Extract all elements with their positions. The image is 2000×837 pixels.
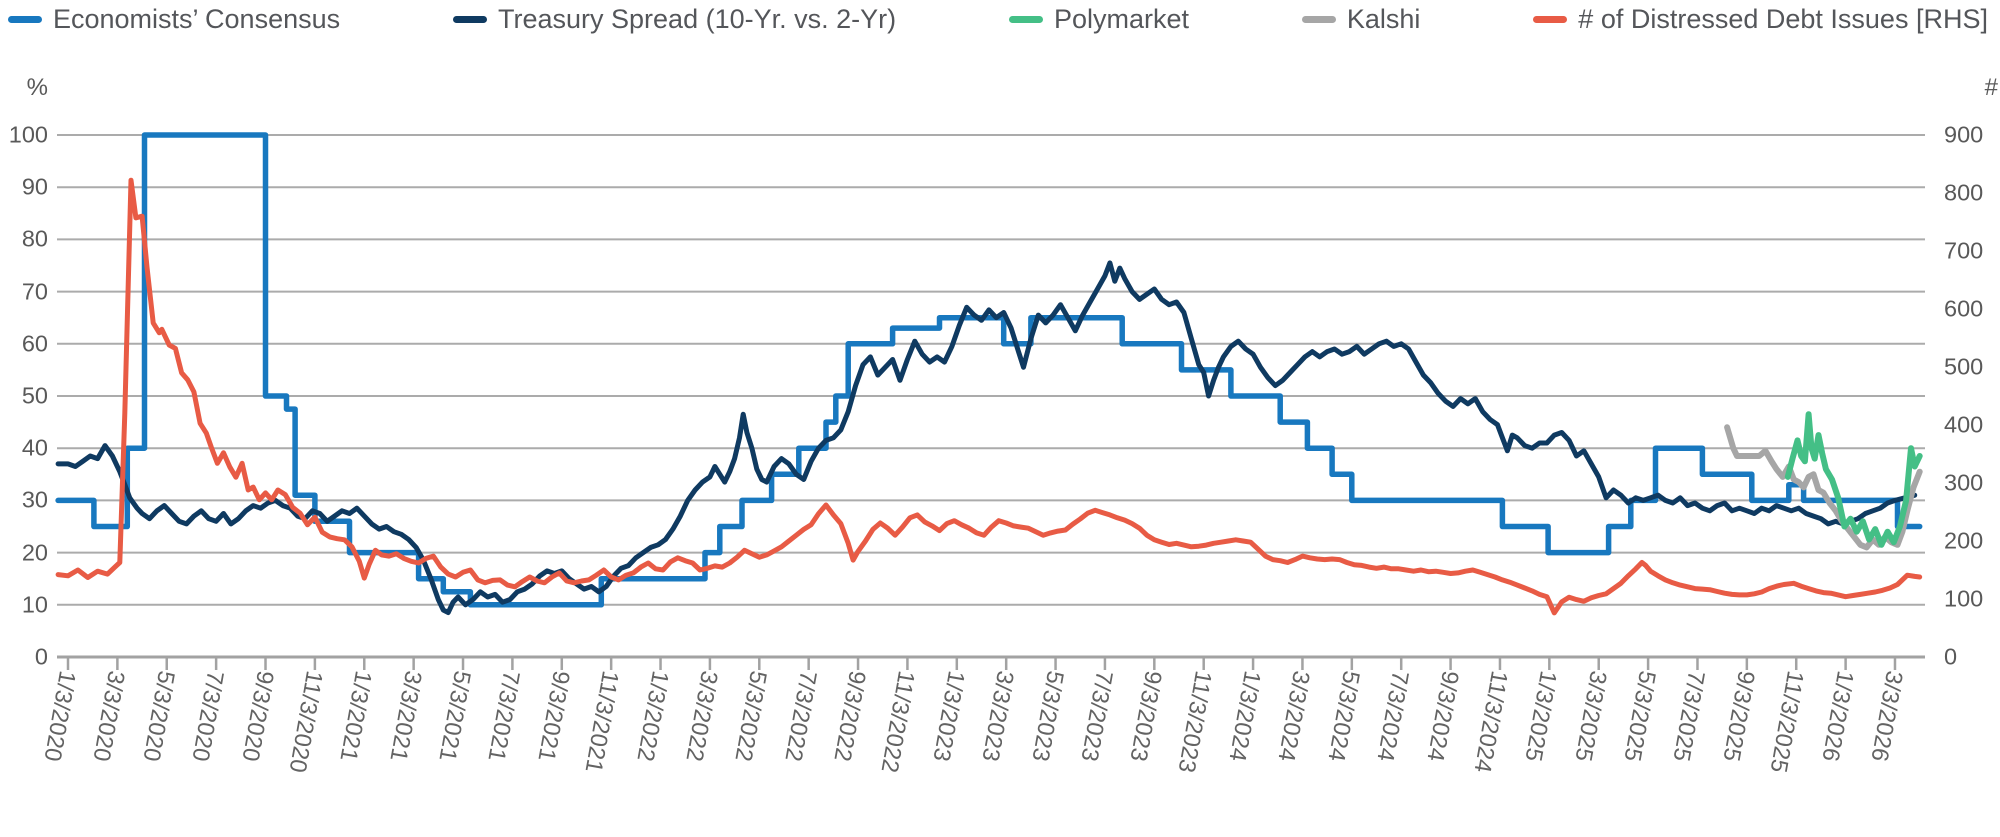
legend-label: # of Distressed Debt Issues [RHS] <box>1578 3 1988 34</box>
y-axis-tick-label-left: 30 <box>21 486 48 513</box>
legend-swatch-kalshi <box>1301 15 1336 23</box>
chart-legend: Economists’ Consensus Treasury Spread (10… <box>8 2 1988 36</box>
legend-label: Treasury Spread (10-Yr. vs. 2-Yr) <box>498 3 897 34</box>
y-axis-tick-label-right: 900 <box>1944 121 1984 148</box>
y-axis-tick-label-left: 20 <box>21 538 48 565</box>
y-axis-tick-label-right: 0 <box>1944 643 1958 670</box>
series-line-of-distressed-debt-issues-rhs <box>55 177 1923 616</box>
y-axis-tick-label-right: 500 <box>1944 353 1984 380</box>
series-line-treasury-spread-10-yr-vs-2-yr <box>55 260 1918 616</box>
legend-item-kalshi[interactable]: Kalshi <box>1301 3 1421 35</box>
left-axis-unit-label: % <box>26 74 48 101</box>
y-axis-tick-label-left: 60 <box>21 330 48 357</box>
legend-label: Economists’ Consensus <box>53 3 341 34</box>
y-axis-tick-label-left: 10 <box>21 591 48 618</box>
y-axis-tick-label-left: 100 <box>8 121 48 148</box>
y-axis-tick-label-right: 600 <box>1944 295 1984 322</box>
y-axis-tick-label-right: 300 <box>1944 469 1984 496</box>
legend-swatch-economists-consensus <box>8 15 42 23</box>
y-axis-tick-label-left: 80 <box>21 225 48 252</box>
y-axis-tick-label-left: 0 <box>34 643 48 670</box>
legend-item-of-distressed-debt-issues-rhs[interactable]: # of Distressed Debt Issues [RHS] <box>1533 4 1988 35</box>
series-line-polymarket <box>1784 411 1923 548</box>
y-axis-tick-label-left: 90 <box>21 173 48 200</box>
legend-swatch-of-distressed-debt-issues-rhs <box>1533 15 1568 23</box>
legend-swatch-polymarket <box>1008 15 1043 23</box>
legend-item-economists-consensus[interactable]: Economists’ Consensus <box>8 4 340 35</box>
y-axis-tick-label-left: 70 <box>21 277 48 304</box>
legend-swatch-treasury-spread-10-yr-vs-2-yr <box>453 15 487 23</box>
y-axis-tick-label-left: 50 <box>21 382 48 409</box>
series-line-economists-consensus <box>55 132 1923 608</box>
legend-label: Kalshi <box>1346 3 1421 34</box>
y-axis-tick-label-right: 100 <box>1944 585 1984 612</box>
legend-item-treasury-spread-10-yr-vs-2-yr[interactable]: Treasury Spread (10-Yr. vs. 2-Yr) <box>453 4 896 35</box>
legend-item-polymarket[interactable]: Polymarket <box>1008 3 1190 35</box>
y-axis-tick-label-right: 700 <box>1944 237 1984 264</box>
series-line-kalshi <box>1724 424 1923 551</box>
legend-label: Polymarket <box>1053 3 1190 34</box>
right-axis-unit-label: # <box>1984 74 1998 101</box>
y-axis-tick-label-left: 40 <box>21 434 48 461</box>
y-axis-tick-label-right: 800 <box>1944 179 1984 206</box>
y-axis-tick-label-right: 400 <box>1944 411 1984 438</box>
y-axis-tick-label-right: 200 <box>1944 527 1984 554</box>
